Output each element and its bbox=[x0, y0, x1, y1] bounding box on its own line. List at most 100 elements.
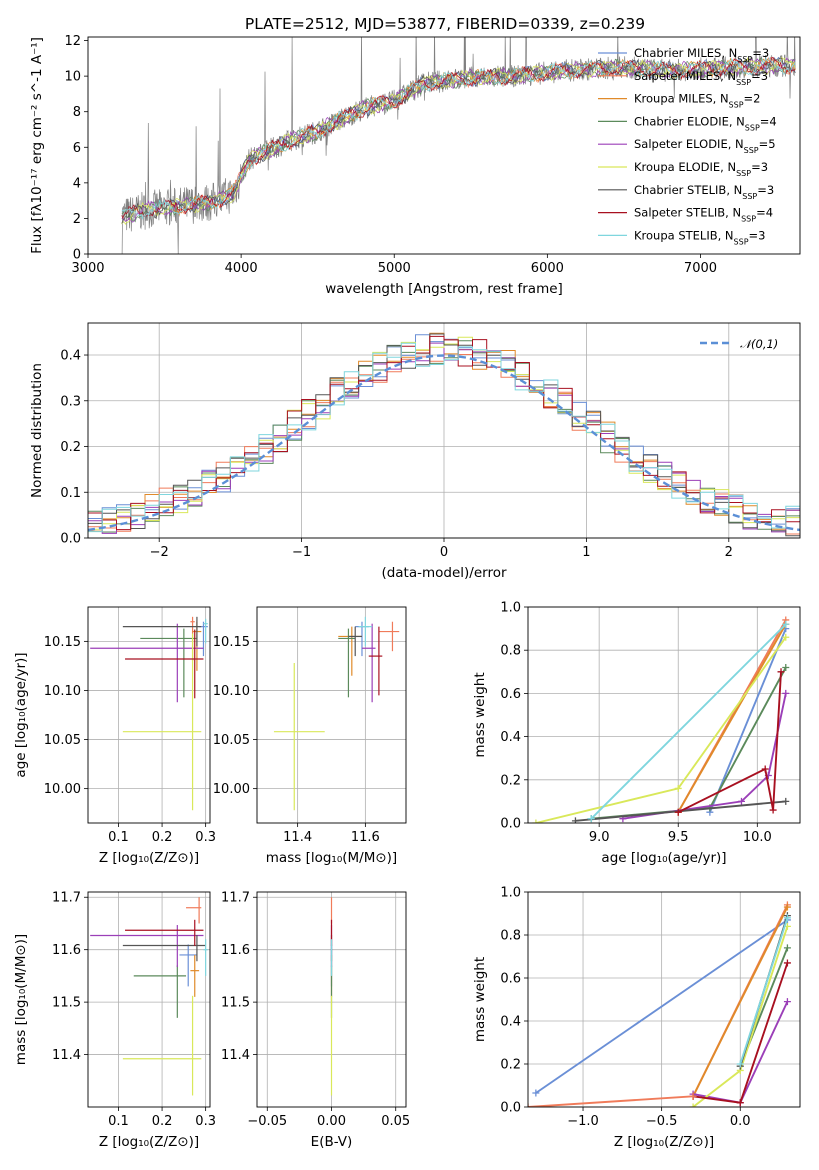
weight-marker bbox=[783, 903, 791, 911]
figure-title: PLATE=2512, MJD=53877, FIBERID=0339, z=0… bbox=[245, 15, 645, 33]
panel-spectrum: 3000 4000 5000 6000 7000 0 2 4 6 8 10 12 wavelength … bbox=[29, 34, 801, 297]
model-spectrum-4 bbox=[121, 57, 796, 223]
x-tick-label: 7000 bbox=[684, 261, 717, 276]
legend-sub: SSP bbox=[741, 214, 756, 223]
legend-nssp: =3 bbox=[749, 228, 766, 242]
legend-nssp: =3 bbox=[751, 69, 768, 83]
y-axis-label: mass weight bbox=[472, 957, 488, 1042]
x-axis-label: Z [log₁₀(Z/Z⊙)] bbox=[99, 1134, 199, 1150]
errorbar-point-6 bbox=[122, 616, 202, 647]
y-axis-label: Flux [fλ10⁻¹⁷ erg cm⁻² s^-1 A⁻¹] bbox=[29, 37, 45, 254]
y-tick-label: 10.00 bbox=[213, 782, 250, 797]
x-tick-label: 11.4 bbox=[283, 830, 312, 845]
x-tick-label: 9.5 bbox=[668, 830, 689, 845]
legend-sub: SSP bbox=[736, 77, 751, 86]
errorbar-point-5 bbox=[122, 995, 202, 1096]
errorbar-point-7 bbox=[125, 629, 204, 699]
legend-sub: SSP bbox=[745, 123, 760, 132]
y-tick-label: 0 bbox=[73, 248, 81, 263]
errorbar-point-0 bbox=[179, 944, 197, 987]
weight-marker bbox=[674, 784, 682, 792]
legend-label: Kroupa MILES, NSSP=2 bbox=[634, 92, 760, 110]
model-spectrum-8 bbox=[121, 57, 796, 220]
x-tick-label: 0.00 bbox=[317, 1114, 346, 1129]
weight-marker bbox=[783, 914, 791, 922]
errorbar-point-8 bbox=[203, 618, 208, 644]
weight-marker bbox=[777, 668, 785, 676]
weight-series-0 bbox=[706, 625, 790, 816]
y-tick-label: 10.00 bbox=[44, 782, 81, 797]
x-tick-label: 0.1 bbox=[108, 1114, 129, 1129]
weight-marker bbox=[571, 817, 579, 823]
axes-frame bbox=[87, 891, 211, 1108]
panel-mass-weight-vs-age: 9.0 9.5 10.0 0.0 0.2 0.4 0.6 0.8 1.0 age [log₁₀(a… bbox=[472, 601, 801, 866]
y-tick-label: 0.4 bbox=[500, 730, 521, 745]
errorbar-point-8 bbox=[203, 939, 208, 976]
x-tick-label: −0.05 bbox=[247, 1114, 287, 1129]
x-tick-label: −0.5 bbox=[646, 1114, 678, 1129]
x-tick-label: 0.3 bbox=[195, 830, 216, 845]
weight-marker bbox=[532, 1089, 540, 1097]
x-tick-label: 10.0 bbox=[743, 830, 772, 845]
x-tick-label: 4000 bbox=[225, 261, 258, 276]
y-tick-label: 8 bbox=[73, 105, 81, 120]
y-axis-label: Normed distribution bbox=[29, 363, 45, 498]
weight-marker bbox=[689, 1103, 697, 1107]
weight-series-3 bbox=[587, 663, 790, 823]
y-tick-label: 12 bbox=[64, 34, 81, 49]
weight-marker bbox=[761, 765, 769, 773]
y-tick-label: 10.15 bbox=[44, 635, 81, 650]
model-spectrum-5 bbox=[121, 56, 796, 225]
weight-series-8 bbox=[736, 914, 791, 1068]
y-tick-label: 1.0 bbox=[500, 886, 521, 901]
errorbar-point-8 bbox=[358, 616, 373, 647]
y-tick-label: 0.4 bbox=[500, 1015, 521, 1030]
errorbar-point-7 bbox=[368, 626, 383, 696]
legend-label: Chabrier ELODIE, NSSP=4 bbox=[634, 114, 777, 131]
y-tick-label: 0.3 bbox=[60, 394, 81, 409]
legend-nssp: =4 bbox=[760, 114, 777, 128]
x-tick-label: −2 bbox=[150, 545, 169, 560]
errorbar-point-4 bbox=[90, 623, 204, 703]
errorbar-point-6 bbox=[122, 935, 206, 962]
weight-marker bbox=[782, 633, 790, 641]
errorbar-point-5 bbox=[122, 633, 202, 811]
y-tick-label: 11.5 bbox=[52, 996, 81, 1011]
y-tick-label: 11.5 bbox=[221, 996, 250, 1011]
y-tick-label: 6 bbox=[73, 141, 81, 156]
weight-series-9 bbox=[528, 1092, 697, 1107]
y-tick-label: 2 bbox=[73, 212, 81, 227]
legend-sub: SSP bbox=[729, 100, 744, 109]
axes-frame bbox=[256, 891, 407, 1108]
weight-series-5 bbox=[532, 633, 790, 823]
plot-area-age-vs-mass bbox=[273, 616, 400, 811]
plots: 3000 4000 5000 6000 7000024681012wavelength … bbox=[13, 34, 801, 1150]
weight-marker bbox=[689, 1092, 697, 1100]
legend-nssp: =3 bbox=[752, 46, 769, 60]
x-tick-label: 3000 bbox=[71, 261, 104, 276]
weight-marker bbox=[532, 819, 540, 823]
legend-nssp: =4 bbox=[756, 206, 773, 220]
x-tick-label: 0.1 bbox=[108, 830, 129, 845]
x-tick-label: 0.05 bbox=[381, 1114, 410, 1129]
errorbar-point-6 bbox=[348, 626, 362, 657]
legend-label: Salpeter ELODIE, NSSP=5 bbox=[634, 137, 776, 155]
histogram-8 bbox=[88, 342, 800, 533]
x-tick-label: 11.6 bbox=[351, 830, 380, 845]
weight-series-8 bbox=[587, 620, 790, 823]
plot-area-mass-weight-vs-age bbox=[532, 616, 790, 823]
panel-mass-vs-Z: 0.1 0.2 0.3 11.4 11.5 11.6 11.7 Z [log₁₀(Z/Z⊙)]… bbox=[13, 891, 216, 1150]
weight-line bbox=[677, 623, 787, 813]
histogram-7 bbox=[88, 335, 800, 531]
y-axis-label: mass [log₁₀(M/M⊙)] bbox=[13, 934, 29, 1065]
weight-marker bbox=[782, 689, 790, 697]
legend-nssp: =5 bbox=[759, 137, 776, 151]
legend-label: Salpeter MILES, NSSP=3 bbox=[634, 69, 768, 87]
y-tick-label: 11.7 bbox=[221, 891, 250, 906]
x-tick-label: 0.2 bbox=[152, 830, 173, 845]
y-tick-label: 0.4 bbox=[60, 349, 81, 364]
y-tick-label: 1.0 bbox=[500, 601, 521, 616]
y-tick-label: 10 bbox=[64, 70, 81, 85]
x-tick-label: −1 bbox=[292, 545, 311, 560]
plot-area-mass-vs-Z bbox=[90, 897, 208, 1096]
